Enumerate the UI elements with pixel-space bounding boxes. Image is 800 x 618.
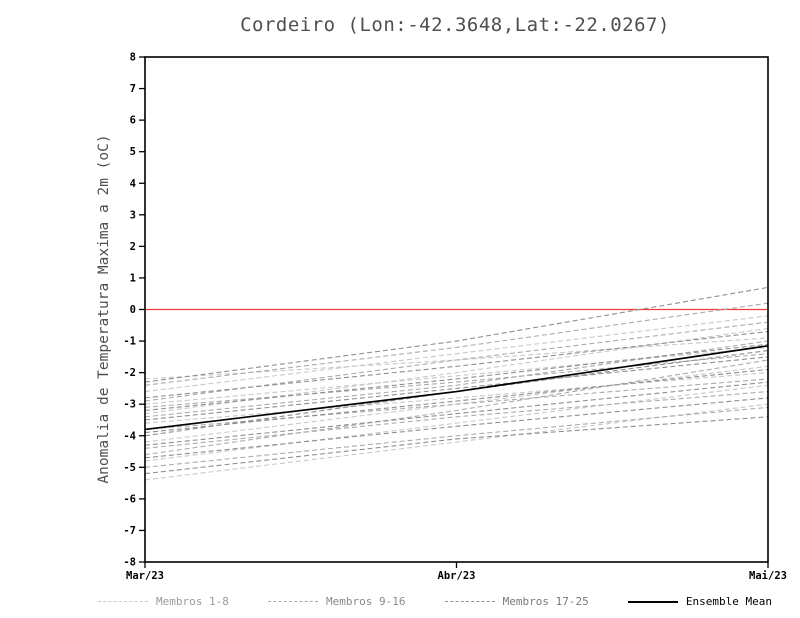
member-line — [144, 368, 769, 434]
member-line — [144, 286, 769, 383]
legend-label: Membros 17-25 — [502, 595, 589, 608]
legend-item: Membros 17-25 — [444, 595, 589, 608]
y-tick-label: 3 — [130, 209, 136, 221]
member-line — [144, 397, 769, 459]
legend-item: Ensemble Mean — [627, 595, 772, 608]
member-line — [144, 372, 769, 424]
member-line — [144, 321, 769, 402]
member-line — [144, 356, 769, 421]
ensemble-mean-line — [144, 344, 769, 431]
x-tick-label: Mai/23 — [749, 570, 787, 582]
y-tick-label: 4 — [130, 178, 136, 190]
y-tick-label: -1 — [123, 336, 136, 348]
legend-dashed-line-sample — [98, 601, 148, 602]
y-tick-label: -8 — [123, 557, 136, 569]
member-line — [144, 346, 769, 405]
legend-label: Ensemble Mean — [685, 595, 772, 608]
member-line — [144, 391, 769, 449]
legend-label: Membros 9-16 — [326, 595, 406, 608]
member-line — [144, 378, 769, 430]
y-tick-label: -4 — [123, 430, 136, 442]
x-tick-label: Abr/23 — [438, 570, 476, 582]
y-tick-label: -2 — [123, 367, 136, 379]
legend-dashed-line-sample — [444, 601, 495, 602]
legend-item: Membros 1-8 — [98, 595, 229, 608]
member-line — [144, 331, 769, 399]
y-tick-label: 8 — [130, 52, 136, 64]
member-line — [144, 359, 769, 456]
member-line — [144, 384, 769, 462]
member-line — [144, 416, 769, 475]
y-tick-label: -6 — [123, 493, 136, 505]
y-tick-label: 6 — [130, 115, 136, 127]
member-line — [144, 353, 769, 408]
legend-solid-line-sample — [627, 600, 678, 603]
member-line — [144, 302, 769, 386]
x-tick-label: Mar/23 — [126, 570, 164, 582]
y-tick-label: -3 — [123, 399, 136, 411]
chart-title: Cordeiro (Lon:-42.3648,Lat:-22.0267) — [240, 14, 670, 36]
chart-legend: Membros 1-8 Membros 9-16 Membros 17-25 Ense… — [98, 595, 772, 608]
member-line — [144, 343, 769, 412]
y-tick-label: 2 — [130, 241, 136, 253]
legend-label: Membros 1-8 — [156, 595, 229, 608]
y-tick-label: -7 — [123, 525, 136, 537]
y-tick-label: 1 — [130, 272, 136, 284]
legend-dashed-line-sample — [268, 601, 319, 602]
member-line — [144, 406, 769, 468]
legend-item: Membros 9-16 — [268, 595, 406, 608]
y-tick-label: -5 — [123, 462, 136, 474]
member-line — [144, 315, 769, 393]
member-line — [144, 381, 769, 446]
y-tick-label: 5 — [130, 146, 136, 158]
y-tick-label: 7 — [130, 83, 136, 95]
y-tick-label: 0 — [130, 304, 136, 316]
